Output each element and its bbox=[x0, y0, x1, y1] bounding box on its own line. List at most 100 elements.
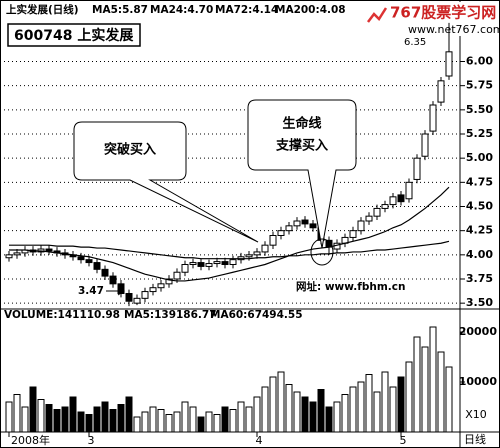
volume-title: VOLUME:141110.98 bbox=[4, 309, 120, 321]
candle-body bbox=[381, 204, 389, 209]
volume-bar bbox=[317, 389, 325, 433]
candle-body bbox=[373, 207, 381, 217]
volume-bar bbox=[133, 416, 141, 433]
candle-body bbox=[125, 293, 133, 302]
volume-bar bbox=[413, 336, 421, 433]
volume-bar bbox=[293, 391, 301, 433]
volume-bar bbox=[109, 409, 117, 433]
candle-body bbox=[261, 244, 269, 253]
volume-bar bbox=[29, 386, 37, 433]
volume-bar bbox=[61, 406, 69, 433]
high-label: 6.35 bbox=[404, 37, 426, 48]
low-arrow bbox=[106, 286, 125, 296]
volume-bar bbox=[309, 401, 317, 433]
volume-unit: X10 bbox=[465, 408, 487, 421]
y-tick-label: 5.50 bbox=[466, 103, 493, 116]
y-tick-label: 4.50 bbox=[466, 200, 493, 213]
volume-bar bbox=[69, 396, 77, 433]
volume-bar bbox=[349, 386, 357, 433]
volume-bar bbox=[213, 414, 221, 433]
volume-bar bbox=[13, 394, 21, 433]
ma-label: MA72:4.14 bbox=[215, 4, 278, 16]
volume-bar bbox=[277, 371, 285, 433]
candle-body bbox=[77, 256, 85, 261]
volume-bar bbox=[5, 401, 13, 433]
volume-bar bbox=[205, 411, 213, 433]
volume-bar bbox=[85, 414, 93, 433]
volume-bar bbox=[269, 376, 277, 433]
volume-bar bbox=[141, 411, 149, 433]
website-label: 网址: www.fbhm.cn bbox=[296, 280, 405, 293]
volume-bar bbox=[405, 361, 413, 433]
y-tick-label: 4.25 bbox=[466, 224, 493, 237]
x-tick-label: 5 bbox=[400, 434, 407, 447]
logo-name: 767股票学习网 bbox=[390, 4, 496, 22]
candle-body bbox=[181, 264, 189, 273]
low-label: 3.47 bbox=[78, 285, 104, 297]
stock-box-text: 600748 上实发展 bbox=[14, 27, 133, 44]
y-tick-label: 4.75 bbox=[466, 175, 493, 188]
candle-body bbox=[365, 215, 373, 222]
volume-bar bbox=[325, 406, 333, 433]
candle-body bbox=[229, 259, 237, 265]
volume-bar bbox=[53, 409, 61, 433]
volume-bar bbox=[173, 411, 181, 433]
support-circle bbox=[310, 238, 334, 266]
x-tick-label: 4 bbox=[256, 434, 263, 447]
volume-bar bbox=[21, 406, 29, 433]
volume-bar bbox=[397, 376, 405, 433]
candle-body bbox=[245, 254, 253, 258]
x-tick-label: 2008年 bbox=[11, 433, 50, 447]
candle-body bbox=[165, 278, 173, 285]
y-tick-label: 5.75 bbox=[466, 79, 493, 92]
candle-body bbox=[413, 157, 421, 180]
candle-body bbox=[205, 263, 213, 267]
candle-body bbox=[5, 254, 13, 259]
volume-bar bbox=[421, 346, 429, 433]
period-label: 日线 bbox=[464, 432, 486, 446]
y-tick-label: 5.00 bbox=[466, 151, 493, 164]
y-tick-label: 20000 bbox=[459, 325, 498, 338]
volume-bar bbox=[189, 406, 197, 433]
ma-line bbox=[9, 240, 450, 260]
volume-bar bbox=[429, 326, 437, 433]
volume-bar bbox=[389, 386, 397, 433]
candle-body bbox=[149, 287, 157, 293]
volume-bar bbox=[181, 401, 189, 433]
callout-text: 生命线 bbox=[282, 116, 321, 132]
candle-body bbox=[301, 219, 309, 225]
ma-line bbox=[9, 186, 450, 282]
volume-bar bbox=[93, 406, 101, 433]
candle-body bbox=[13, 252, 21, 256]
candle-body bbox=[357, 220, 365, 232]
volume-bar bbox=[197, 416, 205, 433]
volume-bar bbox=[341, 394, 349, 433]
logo-bg bbox=[364, 2, 496, 36]
candle-body bbox=[389, 196, 397, 206]
candle-body bbox=[133, 297, 141, 304]
candle-body bbox=[45, 248, 53, 252]
volume-bar bbox=[229, 409, 237, 433]
volume-bar bbox=[245, 406, 253, 433]
callout-text: 支撑买入 bbox=[275, 138, 328, 154]
volume-bar bbox=[445, 366, 453, 433]
candle-body bbox=[93, 262, 101, 270]
candle-body bbox=[285, 225, 293, 232]
logo-url: www.net767.com bbox=[408, 23, 500, 36]
callout-bubble bbox=[73, 121, 259, 243]
candle-body bbox=[221, 261, 229, 266]
candle-body bbox=[437, 80, 445, 103]
volume-bar bbox=[437, 351, 445, 433]
candle-body bbox=[109, 275, 117, 285]
volume-ma-label: MA5:139186.77 bbox=[124, 309, 217, 321]
volume-bar bbox=[165, 414, 173, 433]
y-tick-label: 10000 bbox=[459, 375, 498, 388]
y-tick-label: 3.50 bbox=[466, 296, 493, 309]
volume-bar bbox=[149, 406, 157, 433]
candle-body bbox=[101, 268, 109, 277]
volume-bar bbox=[157, 409, 165, 433]
callout-bubble bbox=[247, 99, 357, 249]
candle-body bbox=[429, 104, 437, 132]
candle-body bbox=[349, 230, 357, 238]
ma-label: MA24:4.70 bbox=[150, 4, 213, 16]
